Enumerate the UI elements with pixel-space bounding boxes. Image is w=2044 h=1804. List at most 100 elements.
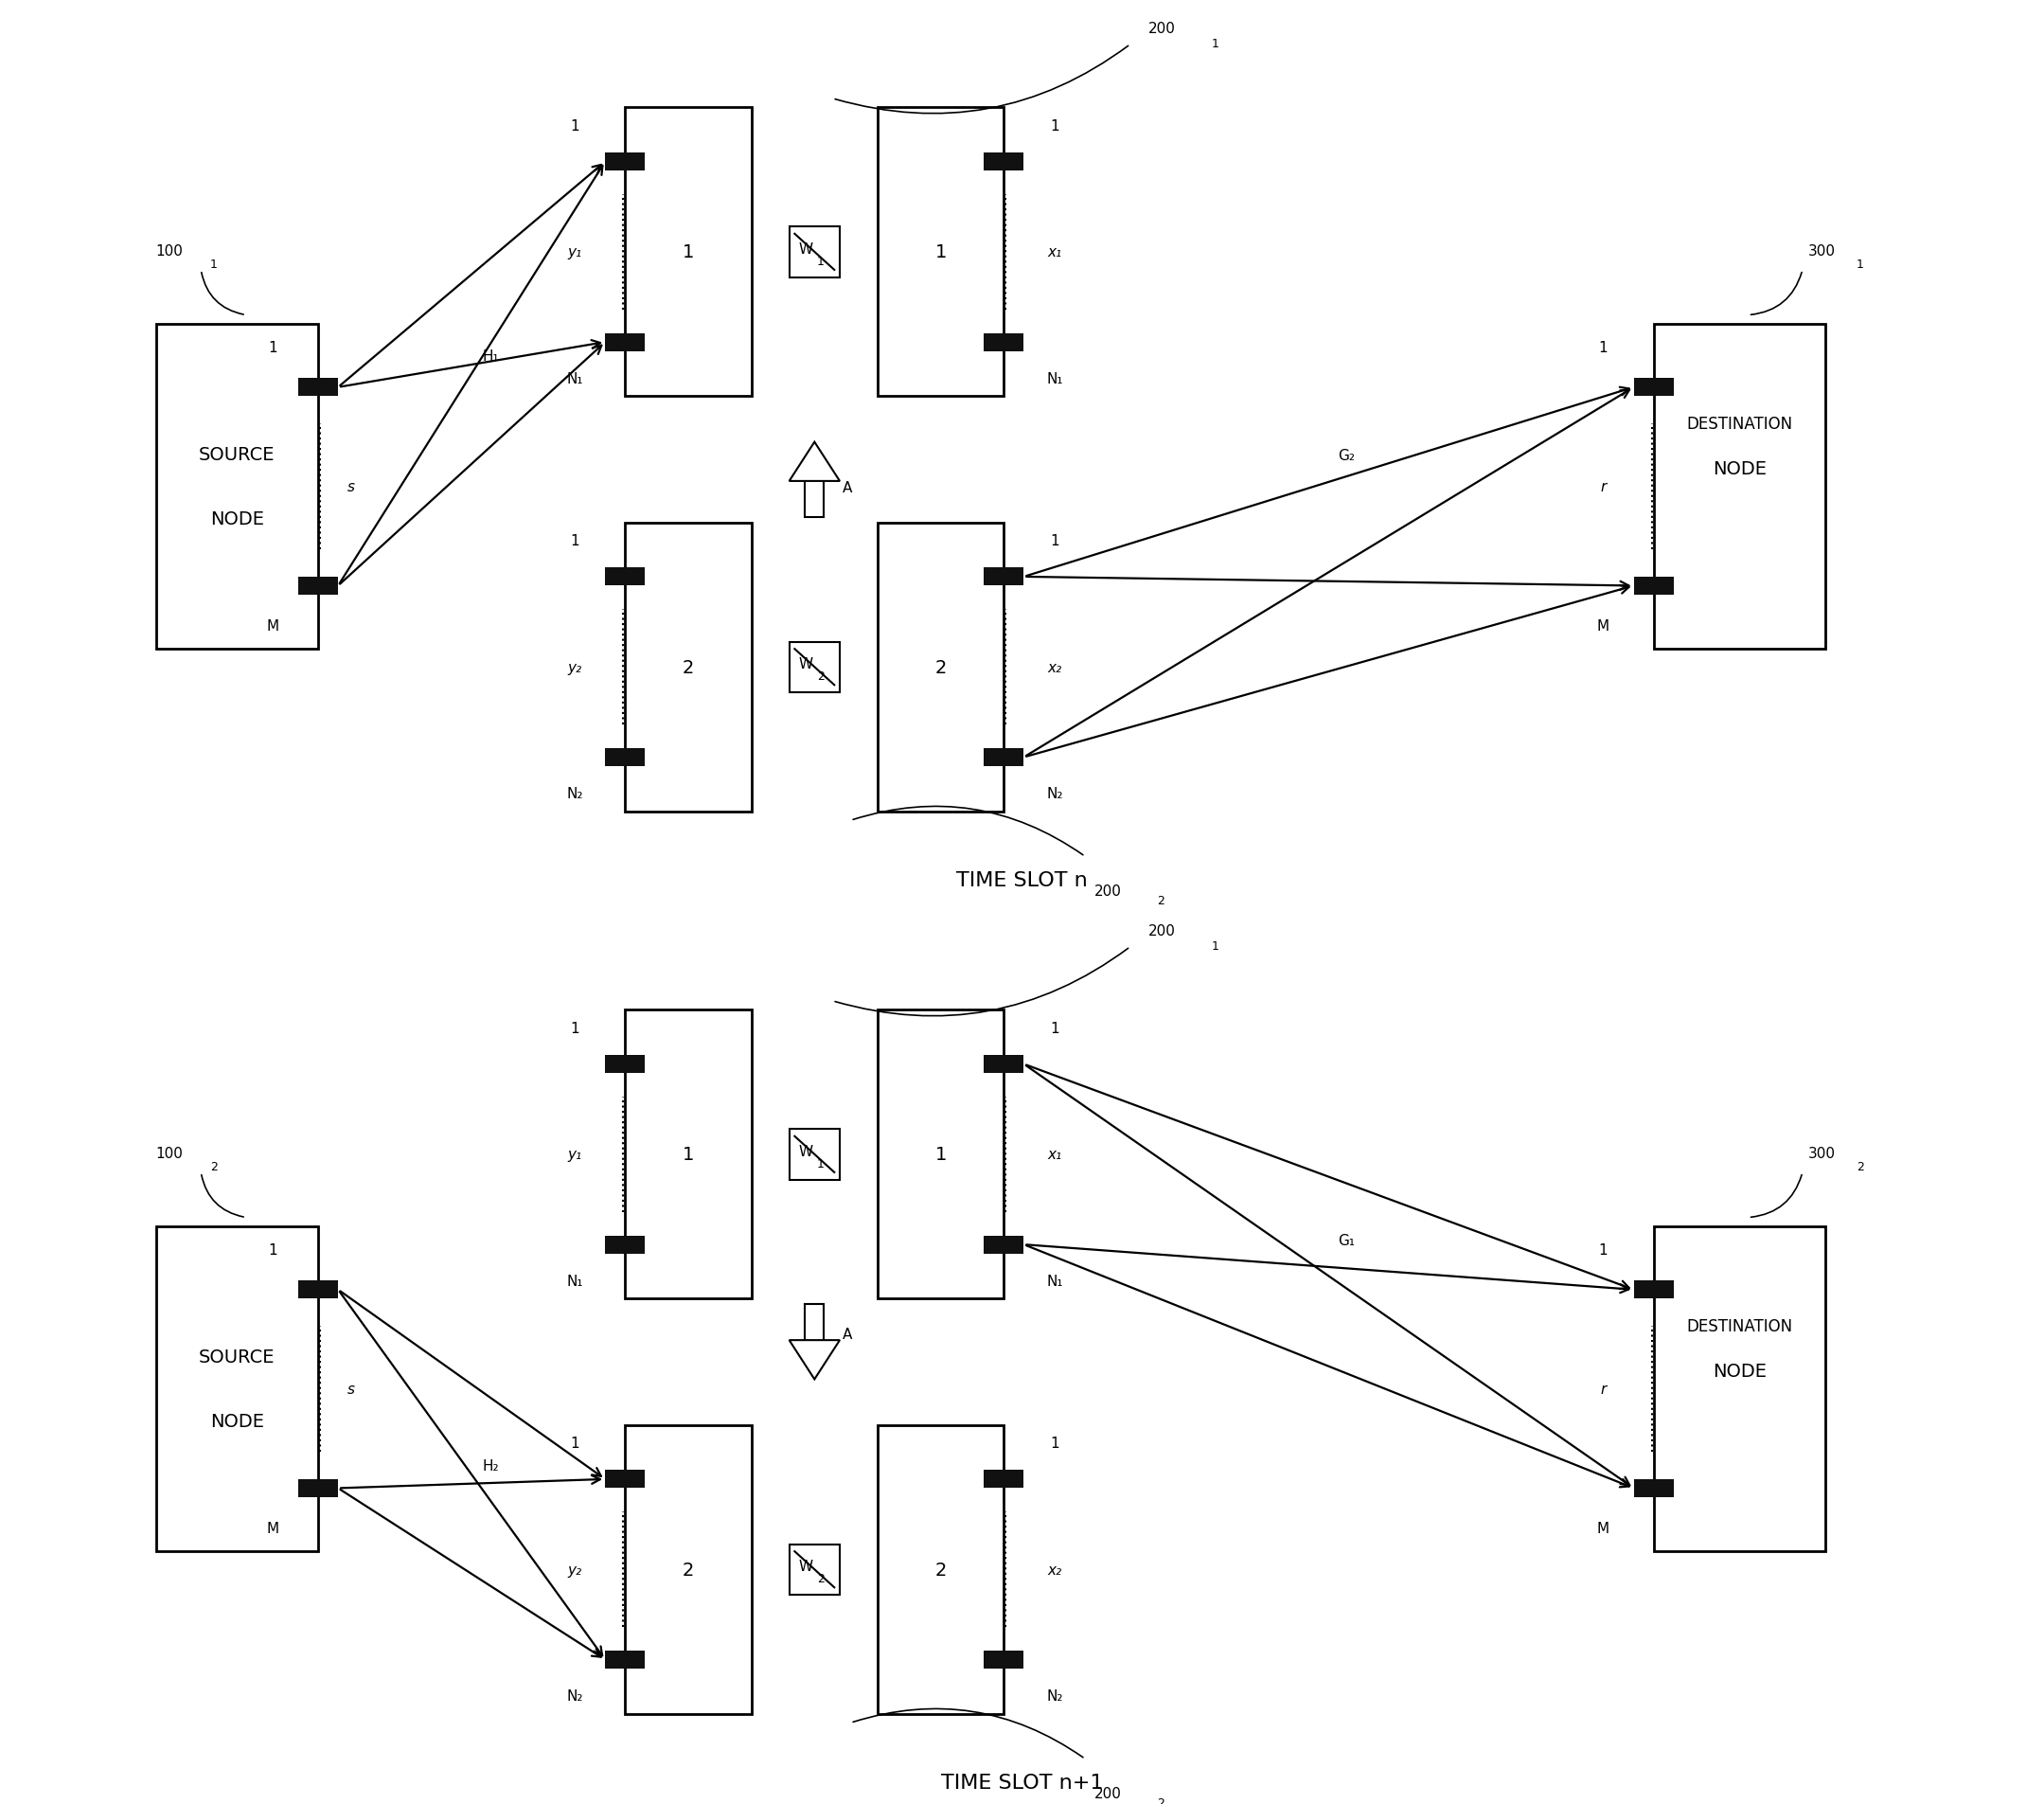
Bar [605,1651,644,1669]
Text: H₂: H₂ [482,1459,499,1472]
Bar [1633,1479,1674,1497]
Bar [983,1055,1024,1073]
Text: W: W [799,1144,814,1158]
Text: 1: 1 [1598,1243,1607,1257]
Text: 1: 1 [1212,38,1218,51]
Bar [983,568,1024,586]
Bar [605,568,644,586]
Bar [1654,1227,1825,1551]
Text: 2: 2 [1856,1160,1864,1173]
Text: DESTINATION: DESTINATION [1686,1317,1793,1335]
Text: TIME SLOT n+1: TIME SLOT n+1 [940,1773,1104,1791]
Bar [877,1425,1004,1714]
Text: 1: 1 [818,1158,824,1169]
Text: W: W [799,657,814,671]
Text: NODE: NODE [211,511,264,529]
Text: NODE: NODE [1713,460,1766,478]
Bar [155,1227,319,1551]
Text: 1: 1 [1051,534,1059,548]
Text: s: s [347,1382,354,1396]
Text: N₂: N₂ [1047,787,1063,801]
Bar [298,577,337,595]
Bar [155,325,319,649]
Text: 2: 2 [1157,895,1165,907]
Text: M: M [1596,1521,1609,1535]
Bar [983,334,1024,352]
Bar [625,1010,752,1299]
Text: 100: 100 [155,244,184,258]
Text: TIME SLOT n: TIME SLOT n [957,871,1087,889]
Text: N₁: N₁ [566,372,583,386]
Text: 2: 2 [818,671,824,682]
Bar [983,153,1024,171]
Bar [625,523,752,812]
Text: 1: 1 [818,256,824,267]
Text: 100: 100 [155,1146,184,1160]
Text: W: W [799,242,814,256]
Text: NODE: NODE [1713,1362,1766,1380]
Bar [298,1281,337,1299]
Bar [789,1544,840,1595]
Bar [625,1425,752,1714]
Text: N₁: N₁ [566,1274,583,1288]
Text: 200: 200 [1149,22,1175,36]
Text: 1: 1 [570,119,578,133]
Polygon shape [789,1340,840,1380]
Text: 300: 300 [1807,244,1836,258]
Text: 1: 1 [570,1436,578,1450]
Bar [1633,577,1674,595]
Text: N₂: N₂ [1047,1689,1063,1703]
Text: y₂: y₂ [568,1562,583,1577]
Text: 2: 2 [683,1560,695,1578]
Polygon shape [789,442,840,482]
Text: W: W [799,1559,814,1573]
Text: 1: 1 [570,1021,578,1035]
Text: SOURCE: SOURCE [198,446,276,464]
Text: 2: 2 [1157,1797,1165,1804]
Bar [605,1055,644,1073]
Text: M: M [1596,619,1609,633]
Bar [605,1236,644,1254]
Text: y₁: y₁ [568,245,583,260]
Bar [789,227,840,278]
Text: 1: 1 [1598,341,1607,355]
Text: G₂: G₂ [1339,449,1355,462]
Bar [789,1129,840,1180]
Bar [983,1236,1024,1254]
Text: 1: 1 [683,1146,695,1164]
Bar [877,523,1004,812]
Text: SOURCE: SOURCE [198,1348,276,1366]
Text: A: A [842,1328,852,1342]
Text: 200: 200 [1149,924,1175,938]
Bar [983,749,1024,767]
Bar [983,1651,1024,1669]
Text: 300: 300 [1807,1146,1836,1160]
Text: 1: 1 [934,1146,946,1164]
Text: 1: 1 [1051,1021,1059,1035]
Bar [605,1470,644,1488]
Text: 1: 1 [268,341,278,355]
Text: y₂: y₂ [568,660,583,675]
Text: H₁: H₁ [482,350,499,363]
Text: 1: 1 [1051,1436,1059,1450]
Text: 1: 1 [1051,119,1059,133]
Text: A: A [842,480,852,494]
Text: NODE: NODE [211,1413,264,1431]
Bar [298,379,337,397]
Text: 2: 2 [818,1573,824,1584]
Bar [625,108,752,397]
Bar [605,153,644,171]
Bar [877,108,1004,397]
Text: 1: 1 [934,244,946,262]
Text: 2: 2 [683,658,695,676]
Bar [805,478,824,518]
Text: x₁: x₁ [1047,245,1061,260]
Text: 1: 1 [683,244,695,262]
Text: x₂: x₂ [1047,660,1061,675]
Text: 1: 1 [1212,940,1218,953]
Bar [983,1470,1024,1488]
Bar [1654,325,1825,649]
Bar [877,1010,1004,1299]
Text: N₁: N₁ [1047,372,1063,386]
Text: 1: 1 [570,534,578,548]
